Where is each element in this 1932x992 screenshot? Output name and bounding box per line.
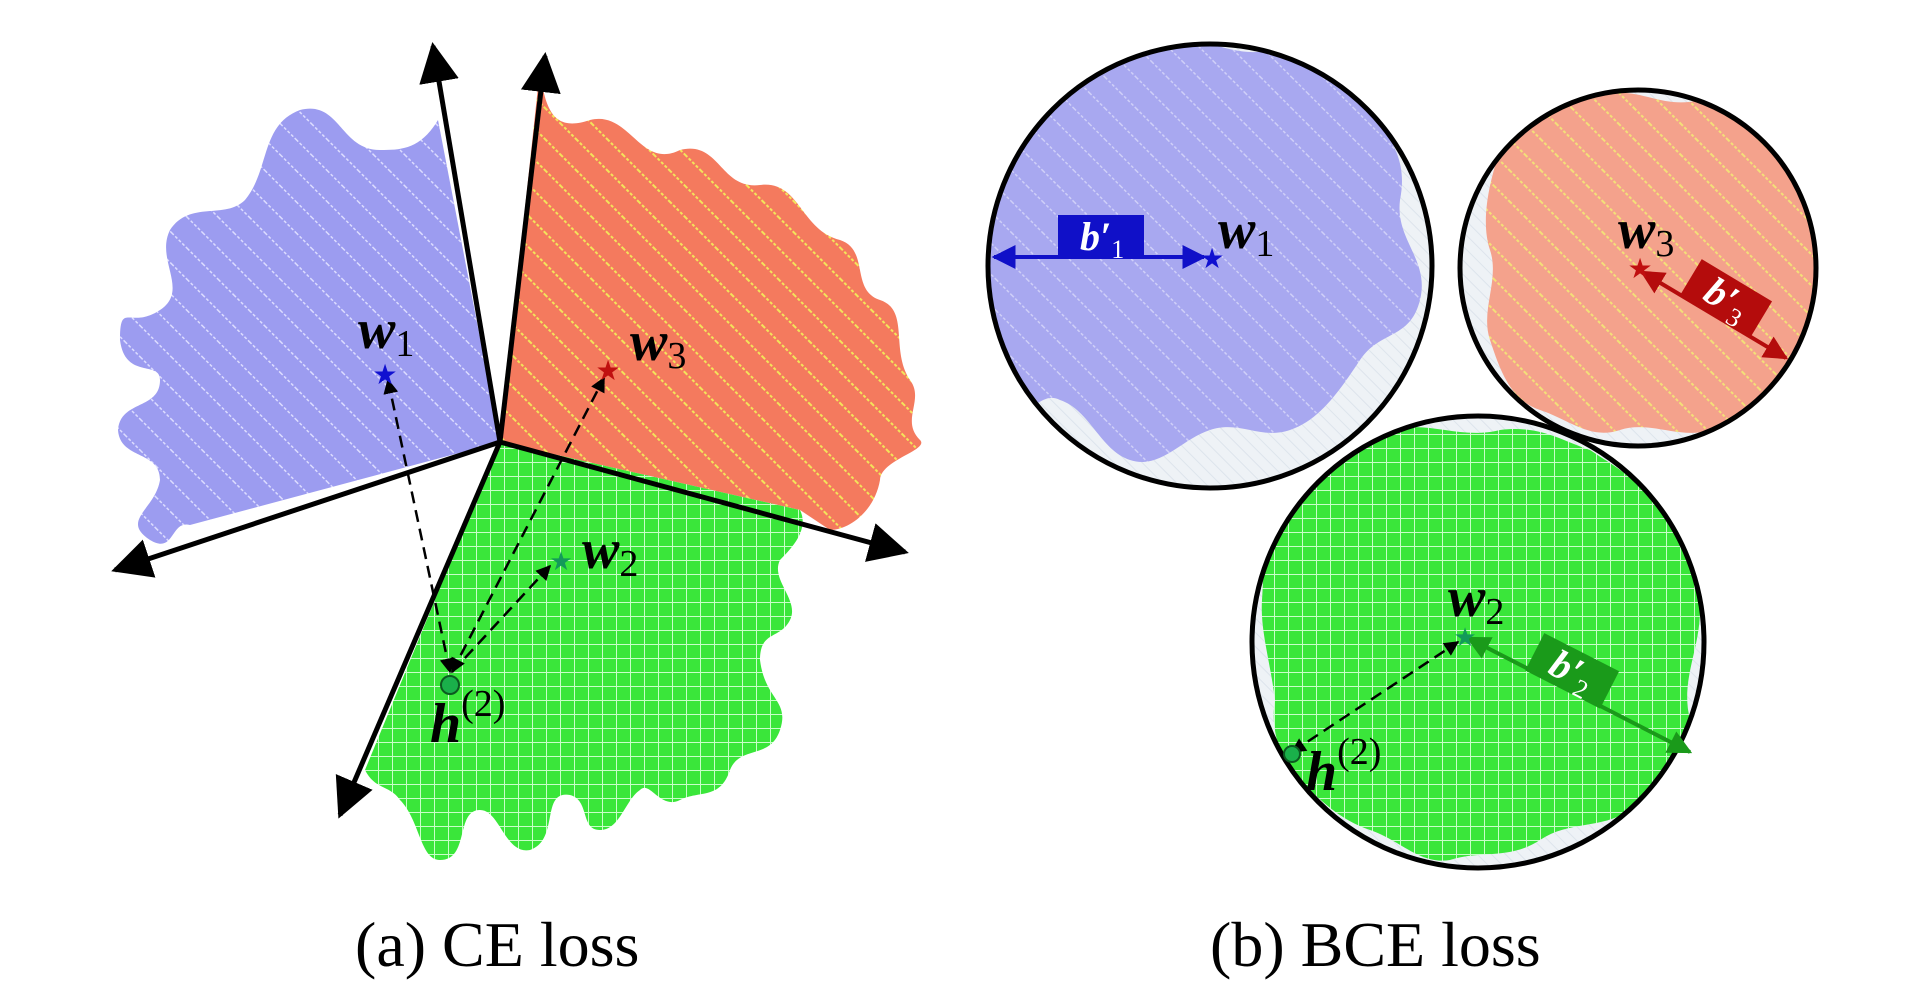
w1-star-icon: ★	[372, 358, 397, 391]
circle-class3: b′3 ★ w3	[1457, 87, 1819, 449]
class1-region	[118, 108, 500, 544]
label-w1: w1	[358, 299, 414, 365]
w2-star-icon-b: ★	[1453, 623, 1476, 653]
label-w2: w2	[582, 519, 638, 585]
boundary-axis-up-left	[419, 42, 503, 443]
circle-class1: b′1 ★ w1	[985, 41, 1435, 491]
label-h-b: h(2)	[1306, 731, 1381, 803]
label-w3: w3	[630, 311, 686, 377]
w1-star-icon-b: ★	[1199, 242, 1224, 275]
panel-a: ★ ★ ★ w1 w3 w2 h(2) (a) CE loss	[111, 42, 922, 980]
circle-class2: b′2 ★ w2 h(2)	[1249, 413, 1707, 871]
w2-star-icon: ★	[549, 547, 572, 577]
label-h: h(2)	[430, 683, 505, 755]
label-b1: b′1	[1080, 214, 1124, 264]
dashed-arrow-h-w2-b	[1290, 640, 1460, 754]
caption-a: (a) CE loss	[355, 909, 639, 980]
label-w1-b: w1	[1218, 199, 1274, 265]
w3-star-icon-b: ★	[1627, 252, 1652, 285]
w3-star-icon: ★	[595, 354, 620, 387]
dashed-arrow-w1-h	[383, 378, 455, 674]
dashed-arrow-h-w3	[450, 376, 606, 674]
h-point-b	[1283, 745, 1301, 763]
caption-b: (b) BCE loss	[1210, 909, 1541, 980]
label-w3-b: w3	[1618, 199, 1674, 265]
dashed-arrow-h-w2	[451, 564, 552, 673]
label-w2-b: w2	[1448, 567, 1504, 633]
panel-b: b′1 ★ w1 b′3 ★ w3 b′2	[985, 41, 1819, 980]
bias2-box	[1525, 633, 1620, 709]
bias1-box	[1058, 215, 1144, 257]
class3-region	[500, 68, 922, 530]
h-point	[440, 675, 460, 695]
bias3-box	[1680, 259, 1773, 338]
